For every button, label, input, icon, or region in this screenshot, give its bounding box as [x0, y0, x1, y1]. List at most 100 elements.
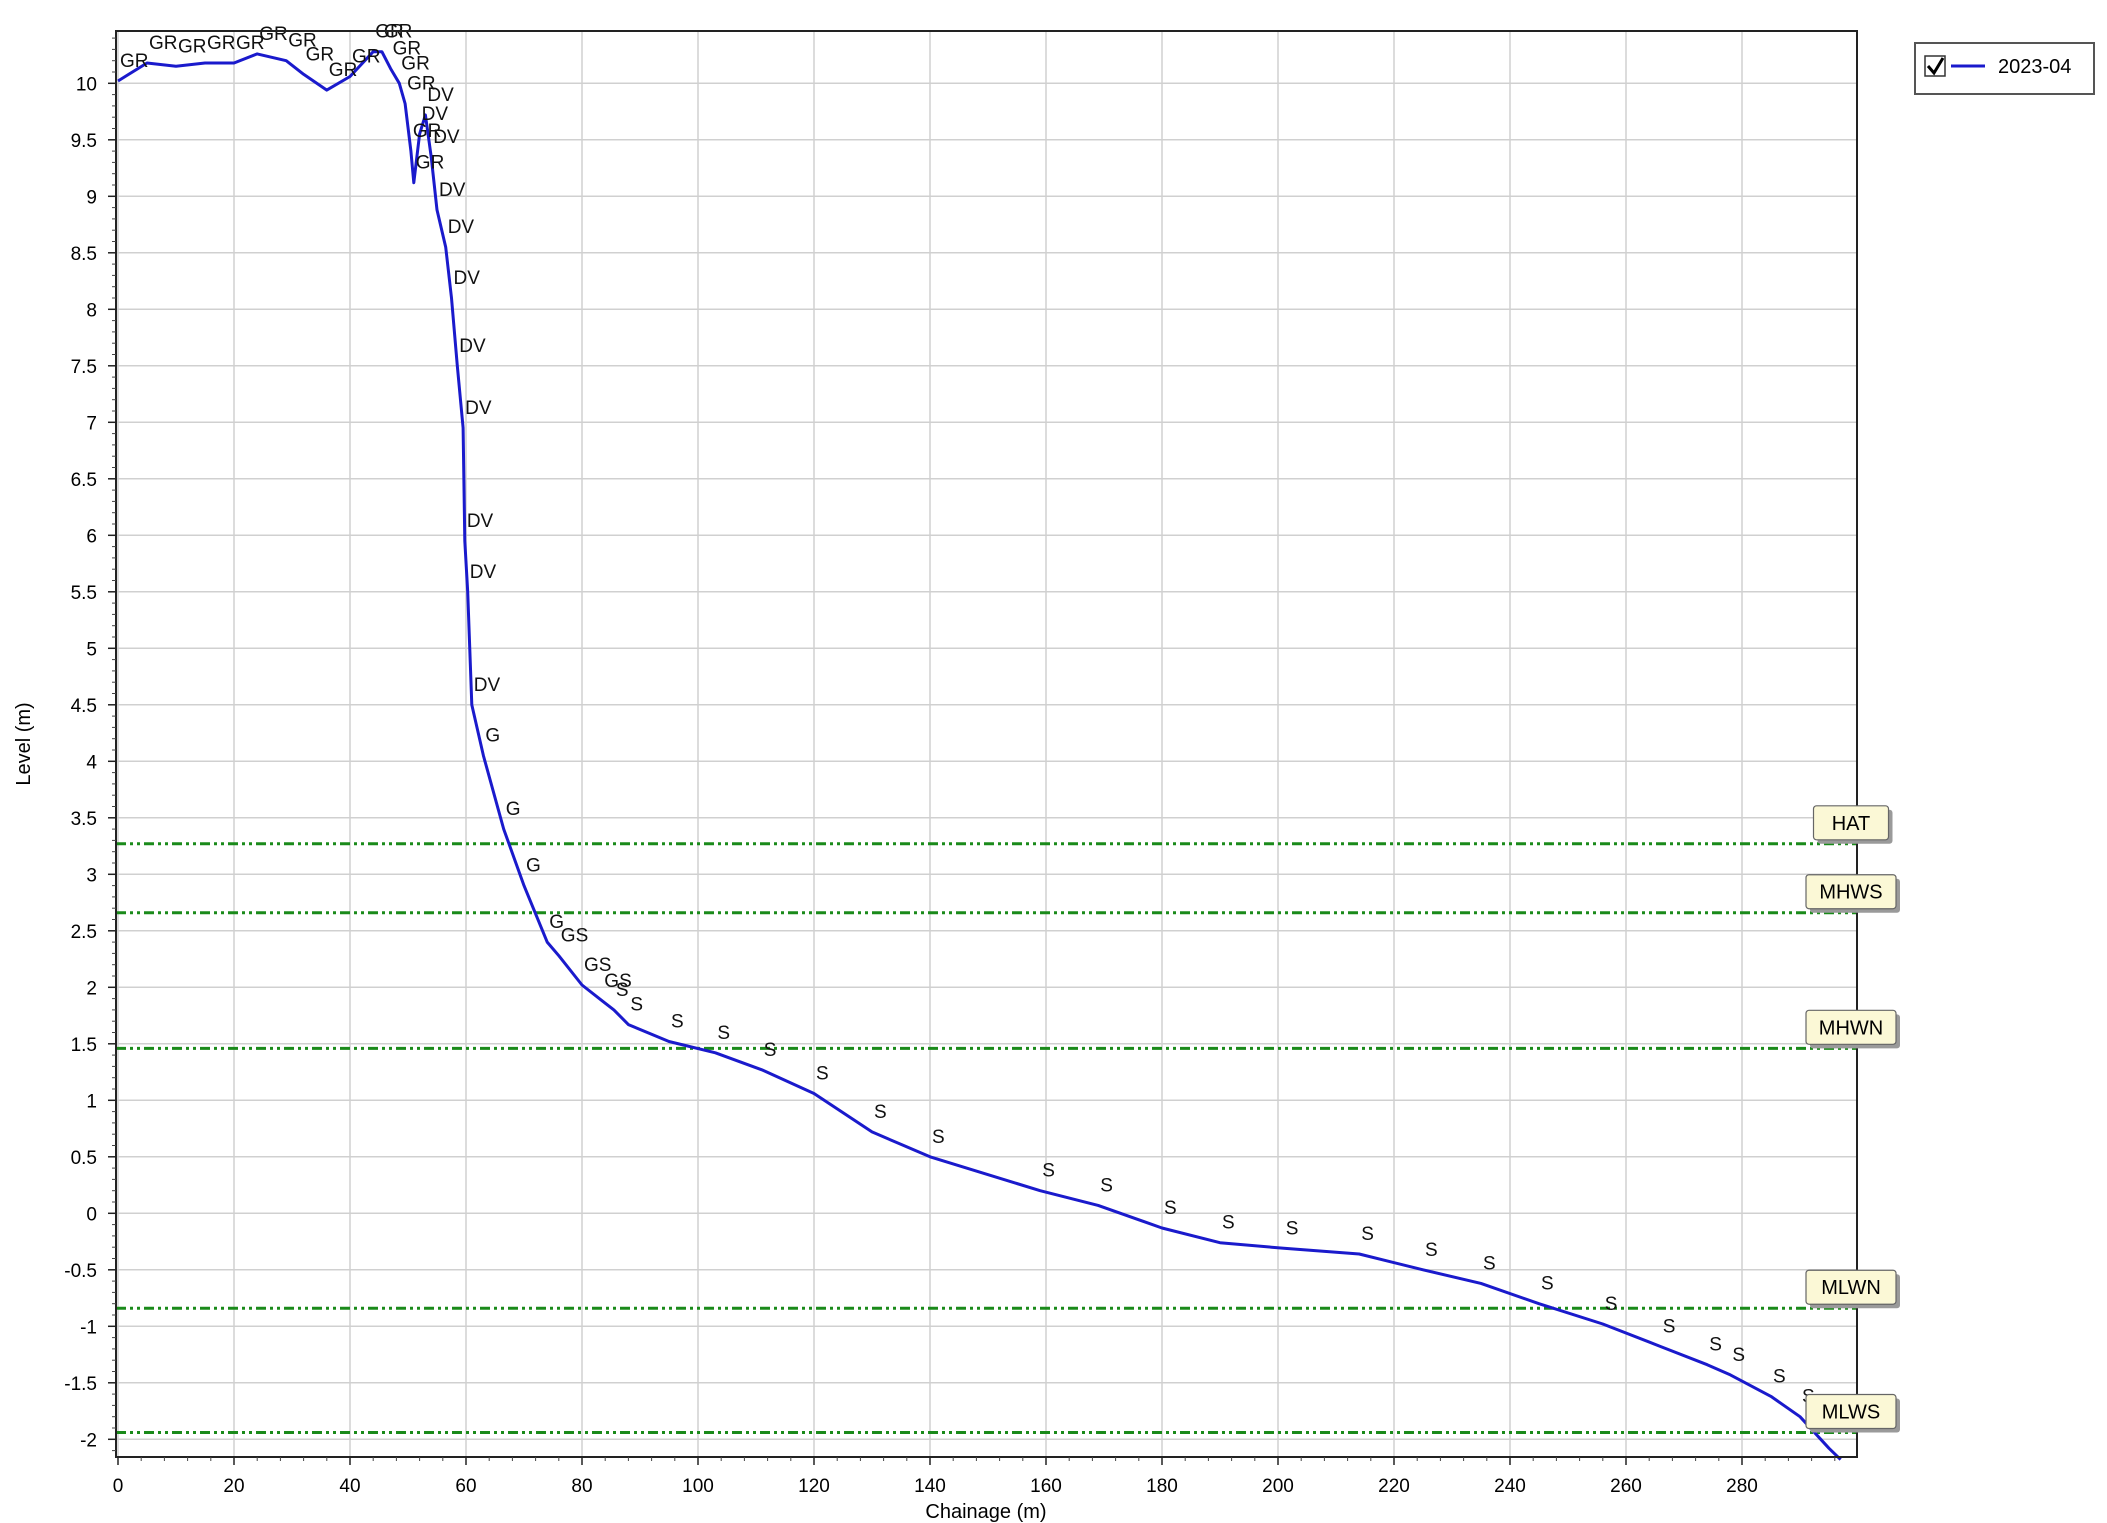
y-tick-label: -1.5	[64, 1374, 97, 1395]
point-label: S	[1286, 1218, 1299, 1239]
y-tick-label: 8	[86, 300, 97, 321]
point-label: GR	[288, 31, 317, 52]
point-label: GR	[207, 33, 236, 54]
point-label: S	[764, 1040, 777, 1061]
y-tick-label: 0.5	[71, 1148, 97, 1169]
point-label: GR	[375, 22, 404, 43]
reference-label-mlws: MLWS	[1805, 1393, 1900, 1433]
point-label: GR	[259, 24, 288, 45]
x-tick-label: 80	[571, 1476, 592, 1497]
label-box	[1805, 1009, 1897, 1045]
label-box	[1812, 805, 1890, 841]
point-label: DV	[467, 511, 494, 532]
point-label: S	[616, 980, 629, 1001]
point-label: G	[526, 856, 541, 877]
point-label: S	[1164, 1198, 1177, 1219]
point-label: S	[630, 995, 643, 1016]
y-tick-label: 1	[86, 1091, 97, 1112]
y-tick-label: 3	[86, 865, 97, 886]
y-tick-label: -1	[80, 1317, 97, 1338]
point-label: DV	[470, 562, 497, 583]
y-tick-label: 3.5	[71, 809, 97, 830]
y-tick-label: 10	[76, 74, 97, 95]
y-tick-label: -0.5	[64, 1261, 97, 1282]
check-icon	[1926, 57, 1945, 76]
reference-label-text: MLWS	[1822, 1402, 1881, 1424]
y-tick-label: 5	[86, 639, 97, 660]
x-tick-label: 220	[1378, 1476, 1410, 1497]
point-label: DV	[474, 675, 501, 696]
x-tick-label: 0	[113, 1476, 124, 1497]
point-label: S	[1709, 1335, 1722, 1356]
point-label: GS	[604, 971, 631, 992]
reference-label-mlwn: MLWN	[1805, 1269, 1900, 1309]
point-label: GR	[416, 153, 445, 174]
grid	[116, 31, 1857, 1457]
label-box	[1805, 874, 1897, 910]
point-label: S	[1222, 1213, 1235, 1234]
y-axis: -2 -1.5 -1 -0.5 0 0.5 1 1.5 2 2.5 3 3.5 4 4.5 5 5.5 6 6.5…	[64, 37, 116, 1451]
point-label: GR	[413, 121, 442, 142]
y-tick-label: -2	[80, 1430, 97, 1451]
y-tick-label: 4	[86, 752, 97, 773]
y-tick-label: 6	[86, 526, 97, 547]
x-tick-label: 40	[339, 1476, 360, 1497]
point-label: GR	[407, 74, 436, 95]
point-label: GS	[584, 955, 611, 976]
series-layer	[117, 50, 1842, 1461]
point-label: GR	[306, 44, 335, 65]
point-label: G	[485, 726, 500, 747]
point-label: S	[1483, 1253, 1496, 1274]
point-label: S	[1042, 1161, 1055, 1182]
point-label: S	[816, 1064, 829, 1085]
y-tick-label: 7	[86, 413, 97, 434]
x-tick-label: 120	[798, 1476, 830, 1497]
y-tick-label: 1.5	[71, 1035, 97, 1056]
y-tick-label: 9.5	[71, 131, 97, 152]
point-label: DV	[427, 85, 454, 106]
point-label: S	[1361, 1224, 1374, 1245]
label-box	[1805, 1269, 1897, 1305]
x-axis-title: Chainage (m)	[925, 1501, 1046, 1523]
y-tick-label: 4.5	[71, 696, 97, 717]
point-label: DV	[465, 398, 492, 419]
legend-checkbox[interactable]	[1924, 55, 1946, 77]
point-label: S	[1425, 1240, 1438, 1261]
reference-labels: HAT MHWS MHWN MLWN MLWS	[1805, 805, 1900, 1433]
point-label: S	[1100, 1175, 1113, 1196]
y-tick-label: 7.5	[71, 357, 97, 378]
point-label: S	[1605, 1294, 1618, 1315]
reference-label-mhwn: MHWN	[1805, 1009, 1900, 1049]
reference-label-hat: HAT	[1812, 805, 1893, 844]
point-label: GR	[401, 53, 430, 74]
point-label: GR	[384, 22, 413, 43]
y-axis-title: Level (m)	[13, 702, 35, 785]
reference-label-text: MHWN	[1819, 1017, 1883, 1039]
point-label: GS	[561, 926, 588, 947]
point-label: S	[671, 1012, 684, 1033]
point-label: S	[1663, 1317, 1676, 1338]
point-label: DV	[454, 268, 481, 289]
x-tick-label: 60	[455, 1476, 476, 1497]
reference-label-mhws: MHWS	[1805, 874, 1900, 913]
reference-lines	[116, 842, 1857, 1435]
label-box	[1805, 1393, 1897, 1430]
point-label: DV	[433, 127, 460, 148]
y-tick-label: 9	[86, 187, 97, 208]
plot-frame	[115, 30, 1858, 1458]
reference-label-text: HAT	[1832, 813, 1871, 835]
point-label: GR	[393, 39, 422, 60]
reference-label-text: MLWN	[1821, 1277, 1881, 1299]
point-label: DV	[439, 180, 466, 201]
point-label: S	[1773, 1366, 1786, 1387]
point-label: GR	[149, 33, 178, 54]
x-tick-label: 160	[1030, 1476, 1062, 1497]
y-tick-label: 8.5	[71, 244, 97, 265]
x-tick-label: 20	[223, 1476, 244, 1497]
x-tick-label: 100	[682, 1476, 714, 1497]
x-axis: 0 20 40 60 80 100 120 140 160 180 200 220 240 260 280	[113, 1457, 1836, 1497]
point-label: S	[717, 1023, 730, 1044]
legend: 2023-04	[1914, 42, 2095, 95]
point-label: DV	[459, 336, 486, 357]
